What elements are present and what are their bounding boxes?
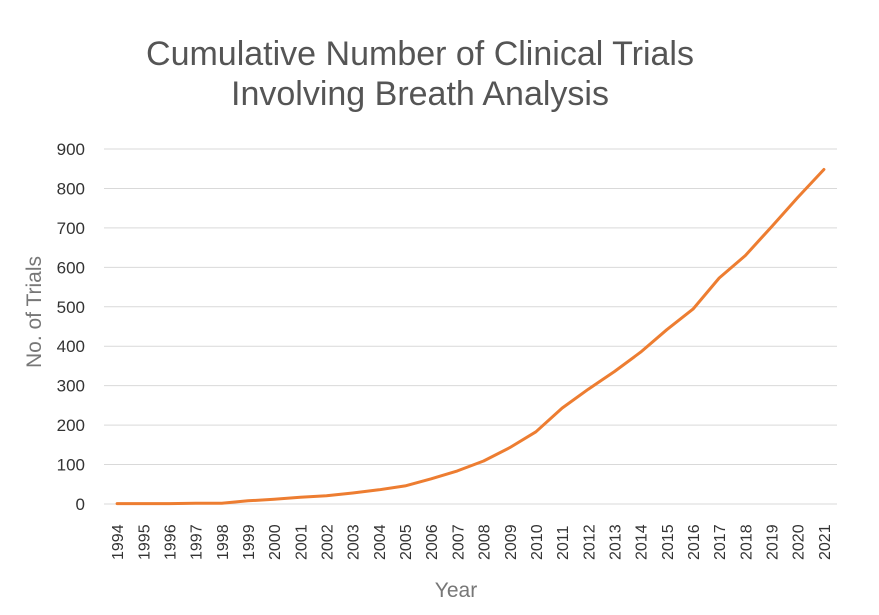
x-axis-ticks: 1994 1995 1996 1997 1998 1999 2000 2001 2002 2003… <box>110 524 834 560</box>
x-tick-label: 2000 <box>267 524 284 560</box>
x-tick-label: 2016 <box>686 524 703 560</box>
x-tick-label: 2013 <box>607 524 624 560</box>
x-tick-label: 2002 <box>320 524 337 560</box>
x-tick-label: 2020 <box>791 524 808 560</box>
x-tick-label: 1999 <box>241 524 258 560</box>
x-tick-label: 2010 <box>529 524 546 560</box>
x-tick-label: 2014 <box>634 524 651 560</box>
y-tick-label: 500 <box>57 298 85 317</box>
x-tick-label: 2005 <box>398 524 415 560</box>
x-tick-label: 1995 <box>136 524 153 560</box>
y-axis-ticks: 0 100 200 300 400 500 600 700 800 900 <box>57 140 85 514</box>
chart-title-line-2: Involving Breath Analysis <box>231 75 609 113</box>
x-tick-label: 2018 <box>738 524 755 560</box>
y-tick-label: 300 <box>57 377 85 396</box>
y-tick-label: 800 <box>57 179 85 198</box>
x-tick-label: 2015 <box>660 524 677 560</box>
y-tick-label: 900 <box>57 140 85 159</box>
y-tick-label: 400 <box>57 337 85 356</box>
x-axis-title: Year <box>435 579 477 602</box>
x-tick-label: 2021 <box>817 524 834 560</box>
x-tick-label: 2012 <box>581 524 598 560</box>
y-tick-label: 100 <box>57 456 85 475</box>
x-tick-label: 2009 <box>503 524 520 560</box>
chart-title-line-1: Cumulative Number of Clinical Trials <box>146 35 694 73</box>
series-line <box>115 168 826 506</box>
x-tick-label: 2001 <box>293 524 310 560</box>
x-tick-label: 2019 <box>765 524 782 560</box>
x-tick-label: 2017 <box>712 524 729 560</box>
x-tick-label: 2006 <box>424 524 441 560</box>
x-tick-label: 1997 <box>189 524 206 560</box>
x-tick-label: 2007 <box>450 524 467 560</box>
x-tick-label: 2004 <box>372 524 389 560</box>
x-tick-label: 2003 <box>346 524 363 560</box>
y-axis-title: No. of Trials <box>23 256 46 368</box>
y-tick-label: 0 <box>76 495 85 514</box>
y-tick-label: 600 <box>57 258 85 277</box>
x-tick-label: 1998 <box>215 524 232 560</box>
x-tick-label: 2011 <box>555 525 572 560</box>
x-tick-label: 1996 <box>162 524 179 560</box>
gridlines <box>104 148 837 505</box>
x-tick-label: 2008 <box>477 524 494 560</box>
x-tick-label: 1994 <box>110 524 127 560</box>
y-tick-label: 700 <box>57 219 85 238</box>
y-tick-label: 200 <box>57 416 85 435</box>
